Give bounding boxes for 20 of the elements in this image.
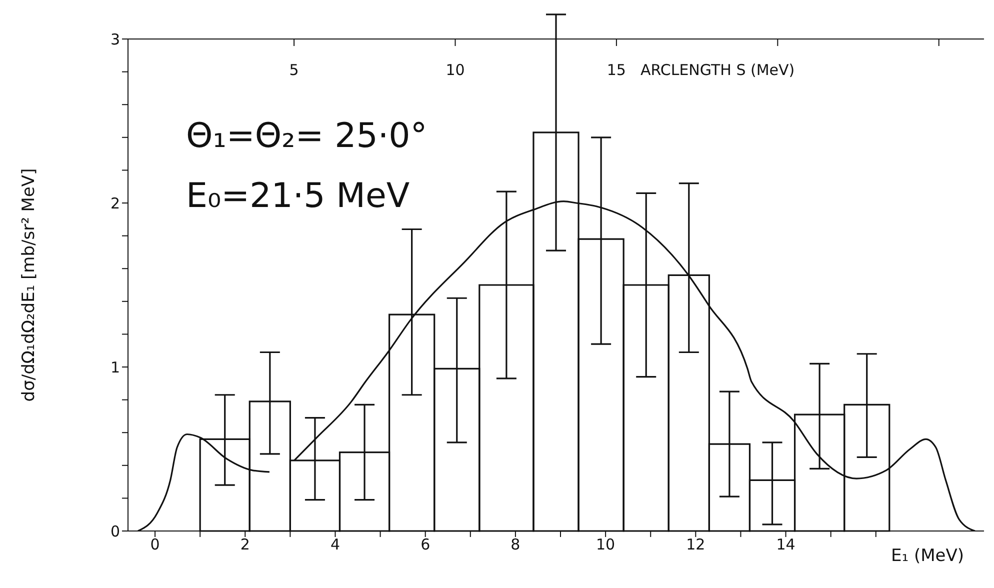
y-axis-title: dσ/dΩ₁dΩ₂dE₁ [mb/sr² MeV] [19, 168, 40, 402]
x-tick-label: 6 [420, 536, 430, 554]
x-tick-label: 8 [510, 536, 520, 554]
x2-axis-title: ARCLENGTH S (MeV) [640, 61, 795, 79]
x-tick-label: 2 [240, 536, 250, 554]
x-axis-title: E₁ (MeV) [891, 546, 964, 566]
x2-tick-label: 10 [446, 61, 465, 79]
y-tick-label: 3 [110, 30, 120, 48]
x-tick-label: 0 [150, 536, 160, 554]
y-tick-label: 2 [110, 194, 120, 212]
x-tick-label: 10 [596, 536, 616, 554]
x-tick-label: 4 [330, 536, 340, 554]
annotation: E₀=21·5 MeV [186, 176, 410, 216]
x-tick-label: 12 [686, 536, 706, 554]
y-tick-label: 0 [110, 522, 120, 540]
x-tick-label: 14 [776, 536, 796, 554]
x2-tick-label: 5 [289, 61, 299, 79]
y-tick-label: 1 [110, 358, 120, 376]
x2-tick-label: 15 [606, 61, 626, 79]
annotation: Θ₁=Θ₂= 25·0° [186, 116, 428, 156]
